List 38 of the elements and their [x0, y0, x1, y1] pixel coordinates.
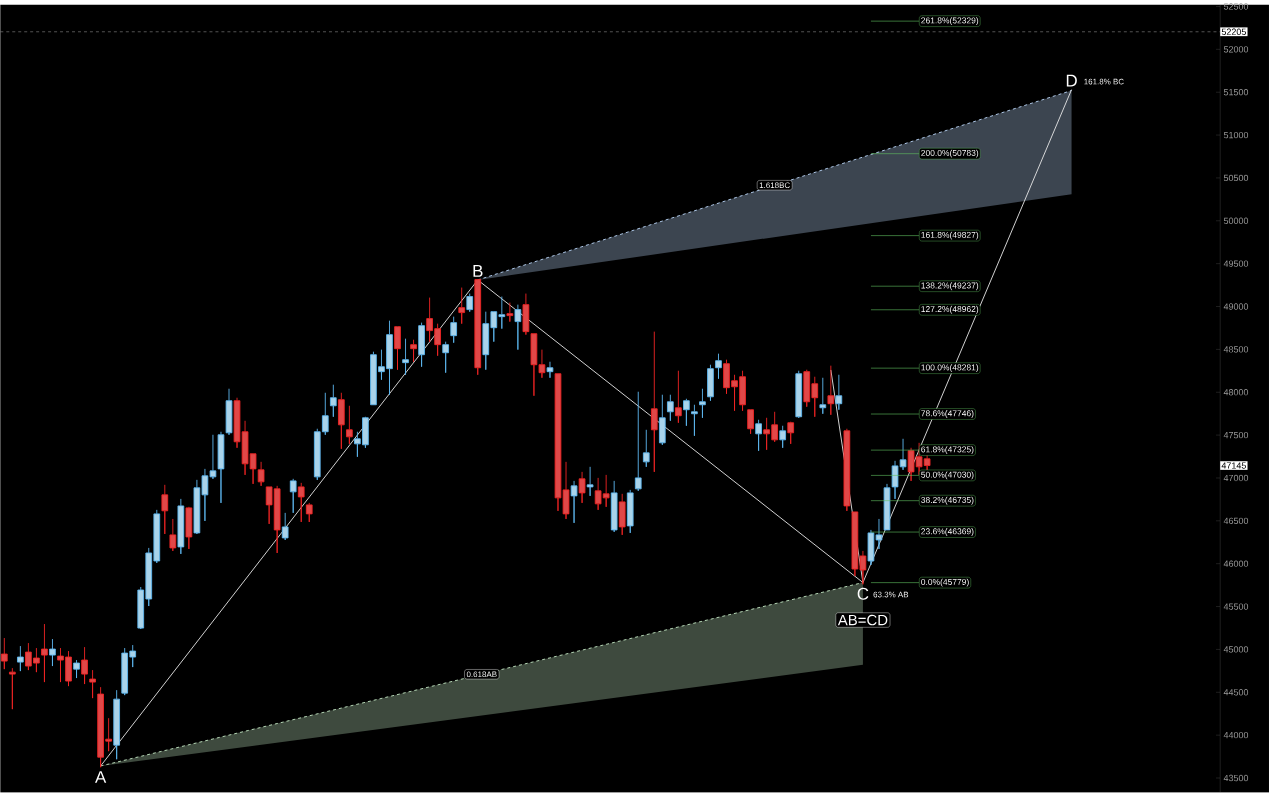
ref-line-label: 23.6%(46369) — [921, 528, 974, 537]
ref-line-label: 38.2%(46735) — [921, 496, 974, 505]
ref-line-label: 50.0%(47030) — [921, 471, 974, 480]
y-tick-label: 44000 — [1223, 732, 1249, 739]
y-tick-label: 52000 — [1223, 46, 1249, 53]
y-tick-label: 45000 — [1223, 646, 1249, 653]
ref-line-label: 78.6%(47746) — [921, 410, 974, 419]
ref-line-label: 261.8%(52329) — [921, 17, 979, 26]
annotation: D — [1066, 74, 1077, 87]
y-tick-label: 47500 — [1223, 432, 1249, 439]
y-tick-label: 50500 — [1223, 174, 1249, 182]
y-tick-label: 46000 — [1223, 560, 1249, 567]
ref-line-label: 127.2%(48962) — [921, 305, 979, 314]
ref-line-label: 100.0%(48281) — [921, 364, 979, 373]
ref-line-label: 52205 — [1221, 28, 1246, 36]
text: 47145 — [1221, 462, 1246, 469]
y-tick-label: 49500 — [1223, 260, 1249, 267]
y-tick-label: 46500 — [1223, 517, 1249, 525]
ref-line-label: 61.8%(47325) — [921, 446, 974, 455]
annotation: B — [473, 265, 483, 277]
y-tick-label: 50000 — [1223, 217, 1249, 225]
y-tick-label: 44500 — [1223, 689, 1249, 696]
y-tick-label: 52500 — [1223, 3, 1249, 10]
y-tick-label: 51500 — [1223, 89, 1249, 96]
ref-line-label: 200.0%(50783) — [921, 149, 979, 158]
y-tick-label: 43500 — [1223, 774, 1249, 782]
y-tick-label: 48000 — [1223, 389, 1249, 396]
y-tick-label: 51000 — [1223, 132, 1249, 139]
ref-line-label: 161.8%(49827) — [921, 231, 979, 240]
y-tick-label: 48500 — [1223, 346, 1249, 353]
annotation: C — [857, 587, 869, 600]
y-tick-label: 47000 — [1223, 474, 1249, 482]
ref-line-label: 138.2%(49237) — [921, 282, 979, 291]
annotation: AB=CD — [837, 614, 888, 626]
annotation: A — [95, 771, 107, 783]
y-tick-label: 49000 — [1223, 303, 1249, 310]
y-tick-label: 45500 — [1223, 603, 1249, 610]
ref-line-label: 0.0%(45779) — [921, 578, 969, 587]
